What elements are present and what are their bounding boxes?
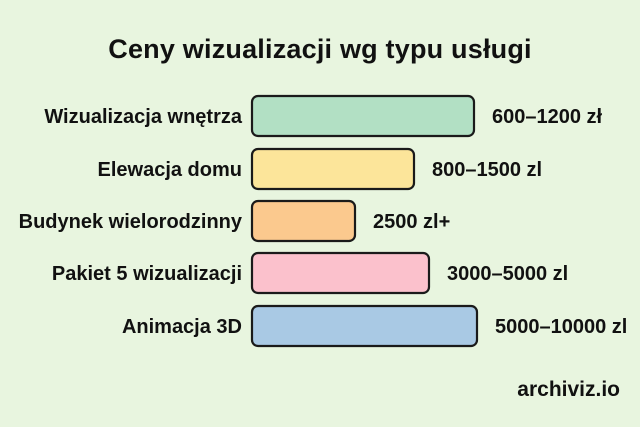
value-label-wizualizacja-wnetrza: 600–1200 zł bbox=[492, 106, 603, 128]
site-watermark: archiviz.io bbox=[517, 378, 620, 401]
category-label-elewacja-domu: Elewacja domu bbox=[98, 159, 243, 181]
value-label-elewacja-domu: 800–1500 zl bbox=[432, 159, 542, 181]
category-label-animacja-3d: Animacja 3D bbox=[122, 316, 242, 338]
bar-budynek-wielorodzinny bbox=[250, 199, 357, 243]
category-label-budynek-wielorodzinny: Budynek wielorodzinny bbox=[19, 211, 243, 233]
chart-title: Ceny wizualizacji wg typu usługi bbox=[108, 34, 532, 64]
category-label-wizualizacja-wnetrza: Wizualizacja wnętrza bbox=[44, 106, 243, 128]
bar-animacja-3d bbox=[250, 304, 479, 348]
bar-wizualizacja-wnetrza bbox=[250, 94, 476, 138]
value-label-pakiet-5-wizualizacji: 3000–5000 zl bbox=[447, 263, 568, 285]
bar-pakiet-5-wizualizacji bbox=[250, 251, 431, 295]
category-label-pakiet-5-wizualizacji: Pakiet 5 wizualizacji bbox=[52, 263, 242, 285]
value-label-budynek-wielorodzinny: 2500 zl+ bbox=[373, 211, 450, 233]
value-label-animacja-3d: 5000–10000 zl bbox=[495, 316, 627, 338]
bar-elewacja-domu bbox=[250, 147, 416, 191]
